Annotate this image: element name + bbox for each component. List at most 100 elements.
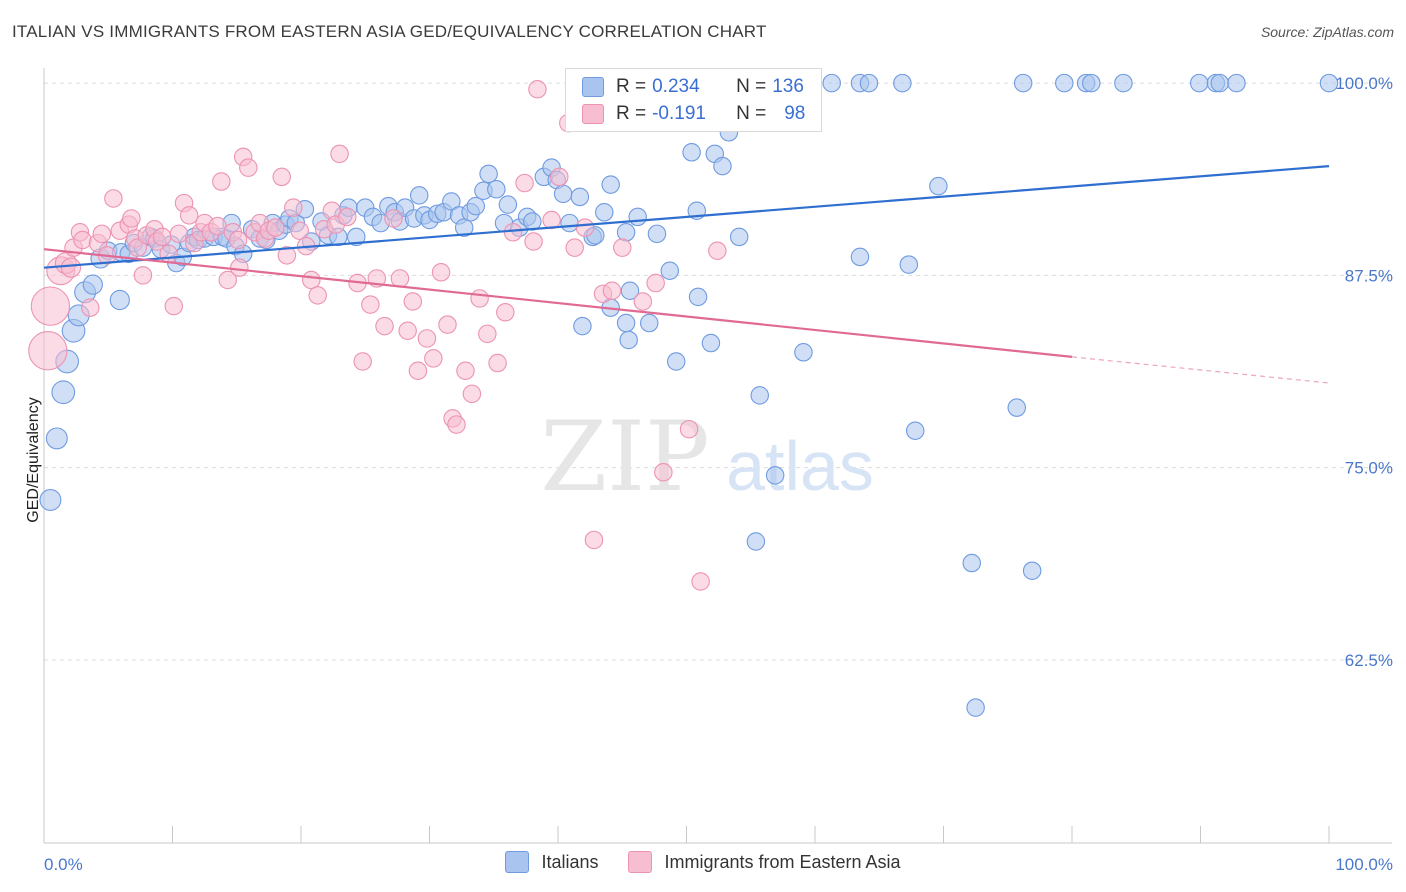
italians-point [1007,398,1026,417]
eastern-asia-point [159,244,178,264]
source-label: Source: ZipAtlas.com [1260,24,1394,40]
italians-point [560,213,579,233]
italians-point [899,255,919,274]
italians-point [82,274,103,295]
eastern-asia-point [542,210,561,230]
pink-swatch-icon [628,851,653,873]
pink-swatch-icon [582,104,604,124]
italians-point [713,156,732,176]
legend-item-eastern-asia[interactable]: Immigrants from Eastern Asia [628,851,901,873]
italians-point [639,313,659,333]
eastern-asia-point [60,257,82,278]
correlation-legend: R = 0.234 N = 136 R = -0.191 N = 98 [565,68,822,132]
italians-point [750,386,769,405]
y-tick-label: 62.5% [1345,651,1393,670]
eastern-asia-point [122,209,141,228]
eastern-asia-point [408,361,428,380]
chart-title: ITALIAN VS IMMIGRANTS FROM EASTERN ASIA … [12,22,767,41]
eastern-asia-point [447,415,466,434]
eastern-asia-point [73,230,92,250]
eastern-asia-point [272,167,291,187]
italians-point [466,196,486,216]
eastern-asia-point [633,292,653,311]
legend-n-label: N = [736,103,767,124]
italians-point [628,207,647,227]
watermark-zip: ZIP [540,401,709,513]
eastern-asia-point [384,209,403,228]
italians-point [1055,73,1074,93]
italians-point [1227,73,1246,93]
italians-point [682,143,701,162]
eastern-asia-point [438,315,457,334]
eastern-asia-point [613,238,632,257]
eastern-asia-point [496,303,515,322]
italians-point [570,187,590,207]
italians-point [109,289,130,311]
eastern-asia-point [218,270,238,290]
italians-point [487,179,506,199]
eastern-asia-point [361,295,380,314]
italians-point [523,212,542,231]
legend-r-value: -0.191 [652,103,706,124]
italians-point [929,176,948,196]
italians-point [962,553,982,573]
italians-point [905,421,925,440]
italians-point [619,330,638,350]
grid-lines [44,82,1392,661]
legend-n-value: 136 [772,76,804,97]
eastern-asia-point [277,246,297,265]
italians-point [45,427,68,450]
italians-point [746,532,766,551]
legend-r-label: R = [616,76,647,97]
italians-point [1082,73,1101,93]
blue-swatch-icon [505,851,530,873]
legend-r-label: R = [616,103,647,124]
eastern-asia-point [164,296,184,316]
eastern-asia-point [654,463,673,482]
eastern-asia-point [290,221,309,240]
italians-point [595,203,614,222]
eastern-asia-points [28,79,727,591]
italians-point [1013,73,1033,93]
eastern-asia-point [338,207,357,227]
eastern-asia-point [398,321,417,340]
eastern-asia-point [524,232,543,251]
italians-point [765,466,785,485]
italians-point [409,186,429,205]
eastern-asia-point [390,269,410,288]
legend-item-italians[interactable]: Italians [505,851,598,873]
eastern-asia-point [575,218,595,237]
watermark-atlas: atlas [726,427,874,505]
italians-point [666,352,686,371]
eastern-asia-point [330,144,349,164]
eastern-asia-point [152,227,172,247]
italians-point [688,287,708,307]
series-legend: Italians Immigrants from Eastern Asia [0,851,1406,873]
eastern-asia-point [179,206,199,225]
eastern-asia-trend-extension [1071,356,1330,384]
eastern-asia-point [431,263,451,282]
italians-point [647,224,667,244]
italians-point [620,281,640,300]
eastern-asia-point [375,316,394,336]
trend-lines [43,165,1330,384]
italians-point [1189,73,1209,93]
y-tick-label: 75.0% [1345,459,1393,478]
eastern-asia-point [92,224,112,244]
legend-n-value: 98 [784,103,806,124]
italians-point [660,261,680,280]
italians-point [729,227,749,247]
italians-point [859,73,879,93]
eastern-asia-point [266,218,285,237]
eastern-asia-point [308,286,327,305]
watermark: ZIP atlas [540,401,874,513]
y-axis-title: GED/Equivalency [25,397,42,522]
eastern-asia-point [133,266,153,285]
eastern-asia-point [478,324,497,344]
italians-point [1114,73,1133,93]
blue-swatch-icon [582,77,604,97]
eastern-asia-point [528,79,547,99]
eastern-asia-point [212,172,231,191]
eastern-asia-point [353,352,372,371]
